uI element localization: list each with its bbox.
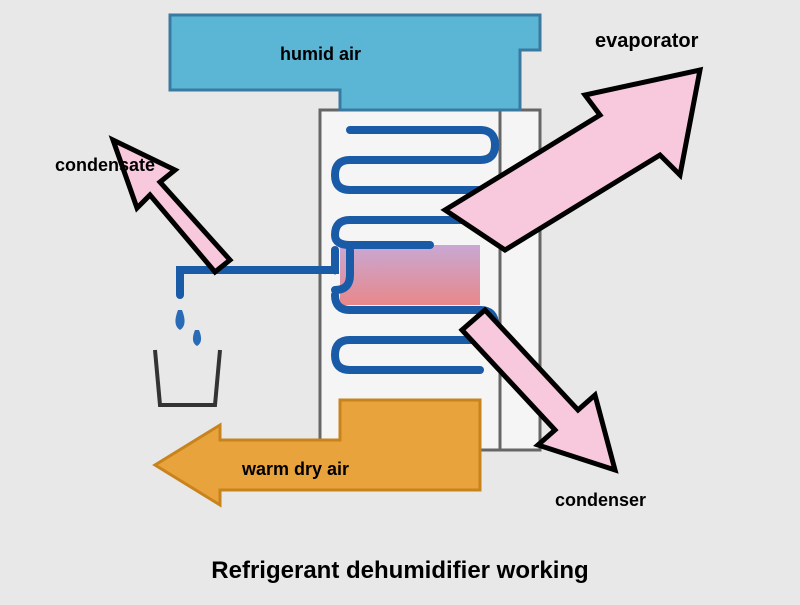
warm-air-duct bbox=[155, 400, 480, 505]
transition-zone bbox=[340, 245, 480, 305]
collection-bucket bbox=[155, 350, 220, 405]
warm-air-text: warm dry air bbox=[241, 459, 349, 479]
water-drop-1 bbox=[175, 310, 184, 330]
humid-air-text: humid air bbox=[280, 44, 361, 64]
diagram-title: Refrigerant dehumidifier working bbox=[0, 557, 800, 585]
condenser-label: condenser bbox=[555, 490, 646, 511]
water-drop-2 bbox=[193, 330, 201, 346]
diagram-svg: humid air warm dry air bbox=[0, 0, 800, 600]
evaporator-label: evaporator bbox=[595, 30, 698, 53]
condensate-label: condensate bbox=[55, 155, 155, 176]
dehumidifier-diagram: humid air warm dry air evaporator conden… bbox=[0, 0, 800, 600]
